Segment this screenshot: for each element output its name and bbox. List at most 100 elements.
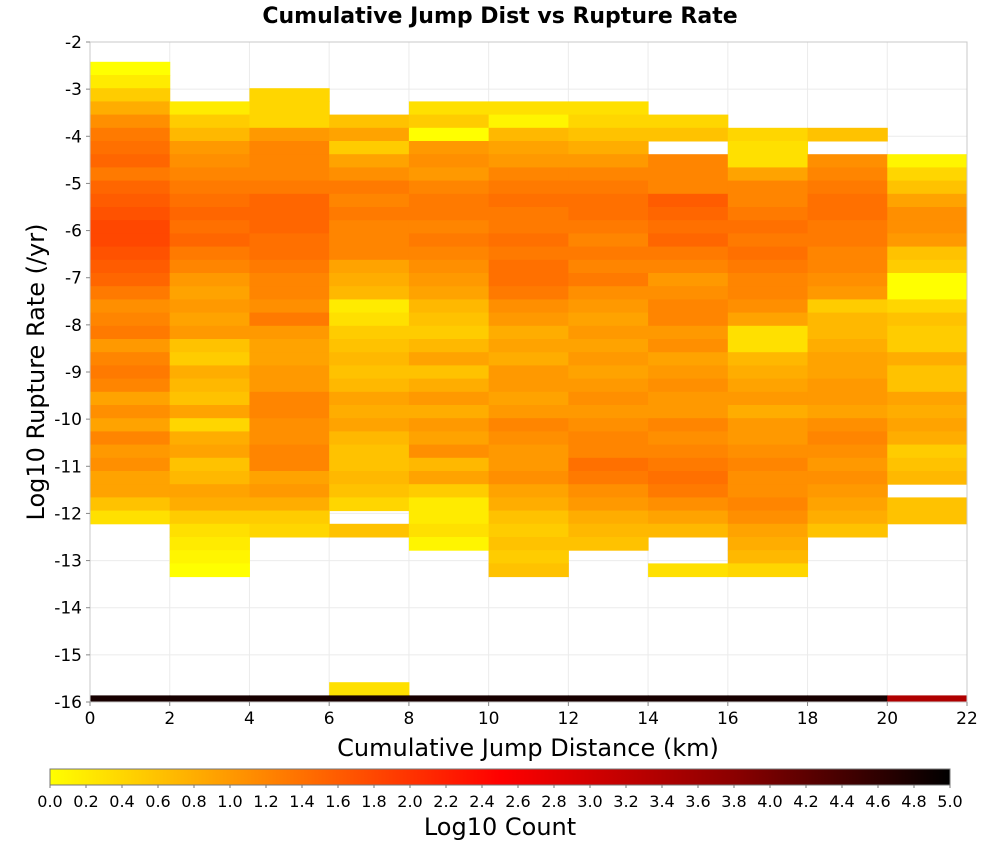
heatmap-cell (648, 167, 729, 182)
heatmap-cell (169, 127, 250, 142)
x-tick-label: 14 (637, 709, 659, 729)
heatmap-cell (727, 391, 809, 406)
heatmap-cell (329, 523, 410, 538)
heatmap-cell (329, 312, 410, 327)
heatmap-cell (648, 325, 729, 340)
colorbar-tick-label: 3.4 (649, 792, 674, 811)
heatmap-cell (568, 378, 649, 393)
heatmap-cell (329, 180, 410, 195)
heatmap-cell (90, 61, 171, 76)
y-axis-label: Log10 Rupture Rate (/yr) (22, 224, 50, 521)
heatmap-cell (727, 154, 809, 168)
heatmap-cell (648, 510, 729, 525)
y-tick-label: -2 (65, 33, 82, 53)
heatmap-cell (249, 523, 330, 538)
heatmap-cell (169, 365, 250, 380)
heatmap-cell (648, 233, 729, 248)
heatmap-cell (329, 497, 410, 512)
heatmap-cell (90, 339, 171, 353)
heatmap-cell (807, 127, 888, 142)
heatmap-cell (727, 510, 809, 525)
heatmap-cell (90, 286, 171, 300)
heatmap-cell (727, 457, 809, 472)
heatmap-cell (169, 193, 250, 208)
heatmap-cell (727, 273, 809, 287)
heatmap-cell (727, 180, 809, 195)
heatmap-cell (90, 259, 171, 274)
heatmap-cell (727, 167, 809, 182)
heatmap-cell (329, 207, 410, 221)
heatmap-cell (329, 391, 410, 406)
heatmap-cell (329, 167, 410, 182)
colorbar-tick-label: 2.0 (397, 792, 422, 811)
y-tick-label: -12 (54, 504, 82, 524)
heatmap-cell (568, 167, 649, 182)
heatmap-cell (90, 312, 171, 327)
heatmap-cell (568, 457, 649, 472)
heatmap-cell (887, 299, 968, 314)
heatmap-cell (90, 457, 171, 472)
heatmap-cell (568, 220, 649, 234)
heatmap-cell (169, 391, 250, 406)
heatmap-cell (807, 180, 888, 195)
heatmap-cell (807, 497, 888, 512)
heatmap-cell (568, 365, 649, 380)
heatmap-cell (727, 523, 809, 538)
heatmap-cell (329, 114, 410, 129)
heatmap-cell (727, 378, 809, 393)
heatmap-cell (568, 286, 649, 300)
heatmap-cell (807, 193, 888, 208)
heatmap-cell (727, 695, 809, 702)
heatmap-cell (408, 431, 490, 446)
heatmap-cell (648, 154, 729, 168)
heatmap-cell (887, 365, 968, 380)
heatmap-cell (249, 431, 330, 446)
heatmap-cell (727, 339, 809, 353)
heatmap-cell (169, 207, 250, 221)
heatmap-cell (329, 233, 410, 248)
heatmap-cell (249, 510, 330, 525)
heatmap-cell (408, 193, 490, 208)
heatmap-cell (488, 457, 569, 472)
heatmap-cell (807, 207, 888, 221)
heatmap-cell (568, 299, 649, 314)
heatmap-cell (807, 286, 888, 300)
colorbar-tick-label: 0.4 (109, 792, 134, 811)
y-tick-label: -15 (54, 646, 82, 666)
heatmap-cell (408, 418, 490, 432)
heatmap-cell (249, 444, 330, 459)
y-tick-label: -10 (54, 410, 82, 430)
heatmap-cell (329, 457, 410, 472)
heatmap-cell (329, 378, 410, 393)
heatmap-cell (408, 127, 490, 142)
heatmap-cell (648, 352, 729, 366)
heatmap-cell (648, 259, 729, 274)
heatmap-cell (329, 444, 410, 459)
heatmap-cell (329, 325, 410, 340)
heatmap-cell (488, 510, 569, 525)
heatmap-cell (408, 405, 490, 419)
colorbar-tick-label: 3.6 (685, 792, 710, 811)
heatmap-cell (568, 352, 649, 366)
heatmap-cell (329, 220, 410, 234)
heatmap-cell (408, 180, 490, 195)
heatmap-cell (488, 391, 569, 406)
heatmap-cell (90, 352, 171, 366)
heatmap-cell (249, 207, 330, 221)
colorbar-tick-label: 5.0 (937, 792, 962, 811)
y-axis-ticks: -2 -3 -4 -5 -6 -7 -8 -9 -10 -11 -12 -13 -14 -15 -16 (54, 33, 90, 713)
heatmap-cell (568, 127, 649, 142)
heatmap-cell (169, 563, 250, 578)
heatmap-cell (727, 220, 809, 234)
heatmap-cell (727, 352, 809, 366)
heatmap-cell (90, 405, 171, 419)
heatmap-cell (169, 259, 250, 274)
colorbar-tick-label: 2.4 (469, 792, 494, 811)
colorbar-tick-label: 1.4 (289, 792, 314, 811)
heatmap-cell (807, 339, 888, 353)
x-tick-label: 0 (85, 709, 96, 729)
heatmap-cell (648, 378, 729, 393)
heatmap-cell (568, 510, 649, 525)
colorbar-tick-label: 2.6 (505, 792, 530, 811)
heatmap-cell (408, 286, 490, 300)
